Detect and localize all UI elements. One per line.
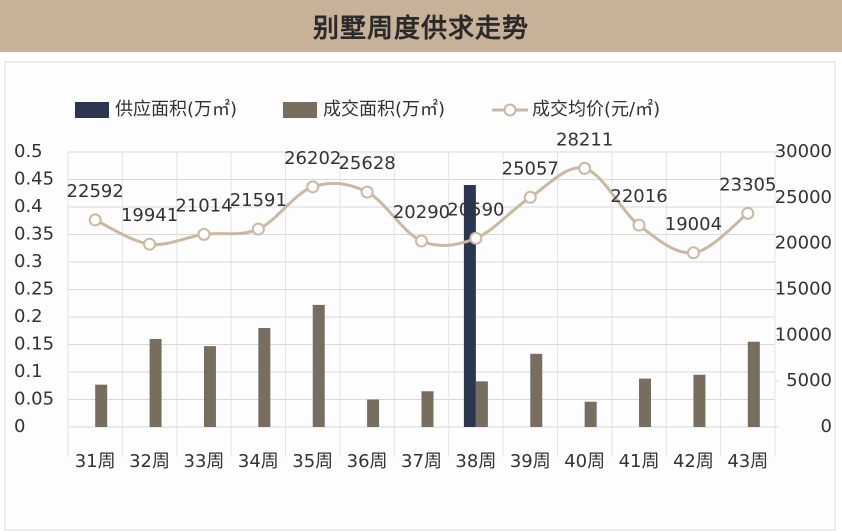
title-bar: 别墅周度供求走势 (0, 0, 842, 52)
data-label: 23305 (719, 174, 776, 195)
legend-marker (503, 103, 517, 117)
data-label: 20290 (393, 202, 450, 223)
legend-label: 供应面积(万㎡) (115, 98, 237, 120)
bar (530, 353, 543, 427)
x-tick-label: 38周 (455, 451, 496, 472)
x-tick-label: 31周 (75, 451, 116, 472)
y-tick-label: 0.05 (14, 389, 54, 410)
legend-label: 成交均价(元/㎡) (532, 98, 660, 120)
line-marker (251, 222, 265, 236)
data-label: 25057 (502, 158, 559, 179)
x-tick-label: 39周 (510, 451, 551, 472)
y2-tick-label: 30000 (775, 141, 832, 162)
data-label: 21014 (175, 195, 232, 216)
x-tick-label: 40周 (564, 451, 605, 472)
x-tick-label: 33周 (184, 451, 225, 472)
bar (475, 381, 488, 427)
x-tick-label: 43周 (727, 451, 768, 472)
line-marker (578, 161, 592, 175)
bar (258, 328, 271, 427)
x-tick-label: 36周 (347, 451, 388, 472)
line-marker (360, 185, 374, 199)
bar (747, 341, 760, 427)
bar (312, 304, 325, 427)
x-tick-label: 35周 (292, 451, 333, 472)
x-tick-label: 32周 (129, 451, 170, 472)
bar (95, 384, 108, 427)
x-tick-label: 37周 (401, 451, 442, 472)
y-tick-label: 0.35 (14, 224, 54, 245)
bar (367, 399, 380, 427)
line-marker (306, 180, 320, 194)
y2-tick-label: 25000 (775, 187, 832, 208)
bar (203, 346, 216, 427)
y-tick-label: 0 (14, 416, 25, 437)
y-tick-label: 0.4 (14, 196, 43, 217)
bar (421, 391, 434, 427)
bar (639, 378, 652, 427)
data-label: 22016 (610, 186, 667, 207)
y2-tick-label: 15000 (775, 279, 832, 300)
legend-swatch (283, 102, 317, 118)
line-marker (741, 206, 755, 220)
y-tick-label: 0.2 (14, 306, 43, 327)
data-label: 19004 (665, 214, 722, 235)
y-tick-label: 0.1 (14, 361, 43, 382)
bar (463, 185, 476, 427)
plot-frame (4, 61, 836, 531)
y-tick-label: 0.3 (14, 251, 43, 272)
y2-tick-label: 10000 (775, 324, 832, 345)
line-marker (523, 190, 537, 204)
y-tick-label: 0.15 (14, 334, 54, 355)
line-marker (415, 234, 428, 248)
y2-tick-label: 20000 (775, 233, 832, 254)
data-label: 26202 (284, 148, 341, 169)
line-marker (632, 218, 646, 232)
data-label: 28211 (556, 129, 613, 150)
line-marker (469, 231, 483, 245)
x-tick-label: 42周 (673, 451, 714, 472)
legend-swatch (75, 102, 109, 118)
bar (149, 339, 162, 427)
line-marker (88, 213, 102, 227)
y2-tick-label: 0 (821, 416, 832, 437)
chart-title: 别墅周度供求走势 (312, 13, 529, 44)
line-marker (143, 237, 157, 251)
data-label: 19941 (121, 205, 178, 226)
bar (693, 374, 706, 427)
data-label: 25628 (338, 153, 395, 174)
legend-label: 成交面积(万㎡) (323, 98, 445, 120)
y-tick-label: 0.45 (14, 169, 54, 190)
y-tick-label: 0.25 (14, 279, 54, 300)
data-label: 21591 (230, 190, 287, 211)
data-label: 22592 (67, 181, 124, 202)
line-marker (686, 246, 700, 260)
y-tick-label: 0.5 (14, 141, 43, 162)
data-label: 20590 (447, 199, 504, 220)
x-tick-label: 41周 (619, 451, 660, 472)
line-marker (197, 227, 211, 241)
bar (584, 401, 597, 427)
y2-tick-label: 5000 (786, 370, 832, 391)
x-tick-label: 34周 (238, 451, 279, 472)
